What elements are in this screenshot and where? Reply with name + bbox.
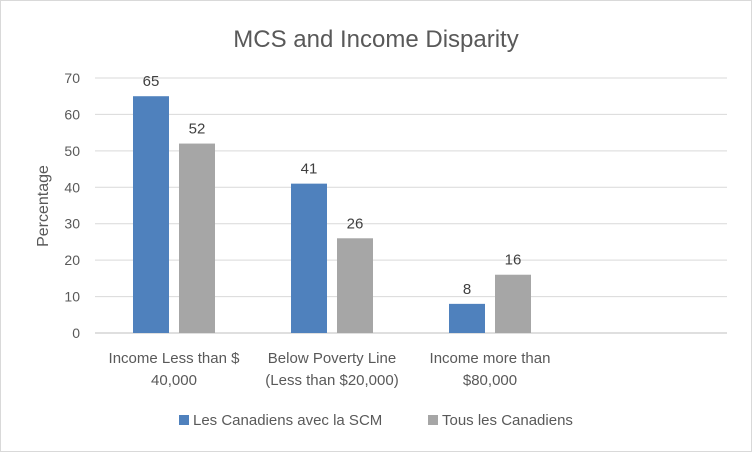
x-tick-label: Below Poverty Line [268,350,396,367]
y-tick-label: 20 [64,252,80,268]
legend-swatch [428,415,438,425]
x-tick-label: Income Less than $ [109,350,241,367]
y-axis-title: Percentage [35,165,52,247]
x-tick-label: $80,000 [463,372,517,389]
x-tick-label: Income more than [430,350,551,367]
legend: Les Canadiens avec la SCM Tous les Canadi… [179,412,573,429]
bar-all [179,143,215,333]
data-label: 26 [347,215,364,232]
legend-label: Les Canadiens avec la SCM [193,412,382,429]
data-label: 16 [505,252,522,269]
data-label: 41 [301,161,318,178]
bar-all [495,274,531,333]
y-tick-label: 0 [72,325,80,341]
legend-label: Tous les Canadiens [442,412,573,429]
y-tick-label: 70 [64,70,80,86]
data-label: 8 [463,281,471,298]
x-axis-categories: Income Less than $ 40,000 Below Poverty Li… [109,350,551,389]
data-labels: 65 52 41 26 8 16 [143,73,522,298]
bar-scm [449,303,485,333]
bar-scm [291,183,327,333]
x-tick-label: 40,000 [151,372,197,389]
y-tick-label: 50 [64,143,80,159]
chart-title: MCS and Income Disparity [233,26,518,53]
data-label: 52 [189,121,206,138]
bar-all [337,238,373,333]
bars [133,96,531,333]
x-tick-label: (Less than $20,000) [265,372,398,389]
y-tick-label: 40 [64,179,80,195]
y-tick-label: 10 [64,289,80,305]
y-tick-label: 30 [64,216,80,232]
y-axis-ticks: 0 10 20 30 40 50 60 70 [64,70,80,341]
y-tick-label: 60 [64,106,80,122]
legend-swatch [179,415,189,425]
bar-scm [133,96,169,333]
data-label: 65 [143,73,160,90]
